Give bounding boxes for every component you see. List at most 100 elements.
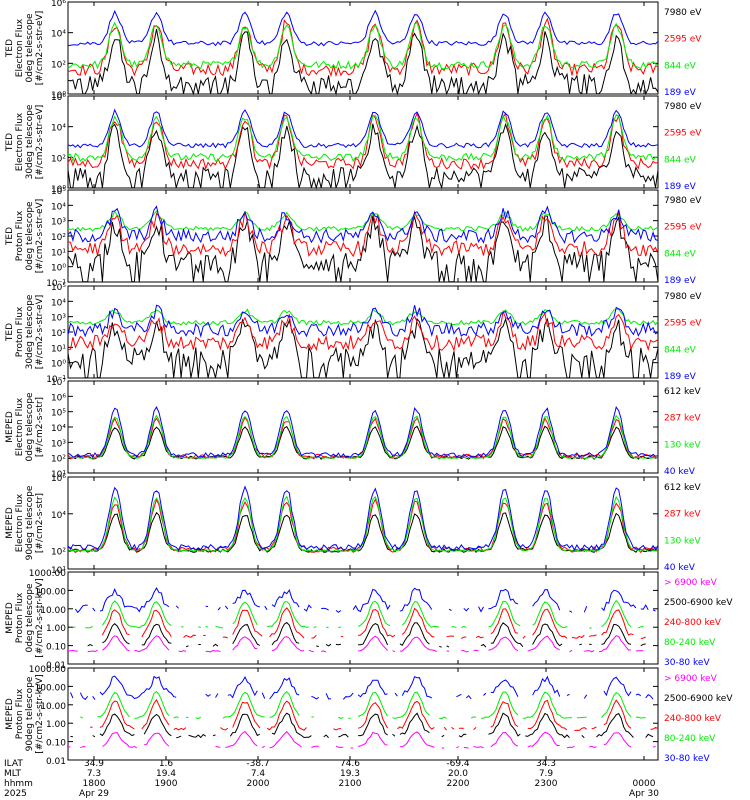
y-tick-label: 10⁷: [51, 378, 66, 388]
time-axis-ilat: -38.7: [246, 759, 269, 769]
series-line-1: [67, 511, 659, 553]
y-tick-label: 10⁴: [51, 424, 66, 434]
plot-frame: [67, 1, 659, 95]
y-tick-label: 100.00: [35, 683, 67, 693]
y-axis-label: 30deg telescope: [25, 104, 35, 179]
time-axis-row-label: 2025: [4, 789, 27, 799]
y-tick-label: 10¹: [51, 344, 66, 354]
time-axis-hhmm: 2200: [447, 779, 470, 789]
series-line-4: [67, 108, 659, 149]
y-axis-label: MEPED: [5, 698, 15, 730]
plot-frame: [67, 95, 659, 189]
time-axis-mlt: 20.0: [448, 769, 468, 779]
series-line-2: [88, 623, 658, 648]
time-axis-hhmm: 2000: [247, 779, 270, 789]
y-axis-label: TED: [5, 133, 15, 152]
legend-entry: 287 keV: [664, 414, 701, 424]
panel-4: 10⁻¹ 10⁰ 10¹ 10² 10³ 10⁴ 10⁵ TED Proton Flux 30de…: [5, 283, 702, 385]
y-tick-label: 10⁵: [51, 283, 66, 293]
legend-entry: 287 keV: [664, 510, 701, 520]
y-axis-label: [#/cm2-s-str-eV]: [35, 105, 45, 180]
time-axis-row-label: MLT: [4, 769, 22, 779]
y-tick-label: 10⁴: [51, 511, 66, 521]
y-axis-label: Electron Flux: [15, 493, 25, 552]
series-line-1: [67, 317, 659, 379]
legend-entry: 240-800 keV: [664, 618, 722, 628]
series-line-5: [74, 586, 656, 614]
y-axis-label: [#/cm2-s-str-eV]: [35, 199, 45, 274]
legend-entry: 7980 eV: [664, 196, 702, 206]
y-axis-label: Proton Flux: [15, 688, 25, 739]
y-tick-label: 10⁴: [51, 202, 66, 212]
y-axis-label: TED: [5, 227, 15, 246]
y-axis-label: MEPED: [5, 602, 15, 634]
y-tick-label: 10⁶: [51, 0, 66, 9]
legend-entry: 2595 eV: [664, 129, 702, 139]
y-axis-label: [#/cm2-s-str-keV]: [35, 674, 45, 753]
y-axis-label: [#/cm2-s-str]: [35, 493, 45, 553]
y-axis-label: Proton Flux: [15, 306, 25, 357]
plot-frame: [67, 285, 659, 379]
series-line-4: [73, 601, 658, 628]
series-line-2: [67, 498, 659, 554]
legend-entry: 2500-6900 keV: [664, 598, 733, 608]
legend-entry: > 6900 keV: [664, 674, 718, 684]
y-tick-label: 10⁶: [51, 393, 66, 403]
series-line-1: [67, 425, 659, 460]
y-axis-label: 0deg telescope: [25, 13, 35, 83]
y-tick-label: 10⁰: [51, 264, 66, 274]
series-line-2: [67, 309, 659, 353]
time-axis-hhmm: 1900: [155, 779, 178, 789]
series-line-1: [67, 730, 656, 749]
time-axis-mlt: 7.4: [251, 769, 266, 779]
legend-entry: 2595 eV: [664, 319, 702, 329]
time-axis-date: Apr 30: [629, 789, 659, 799]
time-axis-hhmm: 0000: [633, 779, 656, 789]
y-tick-label: 1000.00: [29, 665, 66, 675]
time-axis-row-label: ILAT: [4, 759, 23, 769]
panel-7: 0.01 0.10 1.00 10.00 100.00 1000.00 MEPED Proto…: [5, 569, 733, 671]
time-axis-hhmm: 2100: [339, 779, 362, 789]
time-axis-ilat: 34.3: [536, 759, 556, 769]
y-tick-label: 0.10: [46, 643, 66, 653]
time-axis-mlt: 19.4: [156, 769, 176, 779]
legend-entry: 844 eV: [664, 155, 697, 165]
legend-entry: 2500-6900 keV: [664, 694, 733, 704]
plot-frame: [67, 667, 659, 761]
y-tick-label: 10²: [51, 154, 66, 164]
time-axis-ilat: -69.4: [446, 759, 470, 769]
y-tick-label: 10.00: [40, 702, 66, 712]
panel-1: 10⁰ 10² 10⁴ 10⁶ TED Electron Flux 0deg telesco…: [5, 0, 702, 101]
y-tick-label: 10⁰: [51, 185, 66, 195]
legend-entry: 80-240 keV: [664, 638, 716, 648]
time-axis-mlt: 19.3: [340, 769, 360, 779]
y-tick-label: 10⁶: [51, 474, 66, 484]
series-line-3: [102, 608, 658, 639]
legend-entry: 844 eV: [664, 249, 697, 259]
y-tick-label: 10.00: [40, 606, 66, 616]
y-tick-label: 10²: [51, 548, 66, 558]
y-axis-label: [#/cm2-s-str-keV]: [35, 578, 45, 657]
y-tick-label: 1000.00: [29, 569, 66, 579]
y-axis-label: Proton Flux: [15, 210, 25, 261]
series-line-3: [67, 210, 659, 232]
series-line-4: [80, 692, 658, 719]
legend-entry: 844 eV: [664, 345, 697, 355]
series-line-4: [67, 485, 659, 551]
legend-entry: 612 keV: [664, 387, 701, 397]
legend-entry: 240-800 keV: [664, 714, 722, 724]
panel-8: 0.01 0.10 1.00 10.00 100.00 1000.00 MEPED Proto…: [5, 665, 733, 767]
time-axis-ilat: 1.6: [159, 759, 174, 769]
series-line-4: [67, 9, 659, 47]
y-tick-label: 0.10: [46, 739, 66, 749]
y-axis-label: 90deg telescope: [25, 485, 35, 560]
series-line-2: [67, 111, 659, 170]
y-axis-label: 0deg telescope: [25, 583, 35, 653]
y-tick-label: 10⁵: [51, 409, 66, 419]
legend-entry: 2595 eV: [664, 35, 702, 45]
series-line-2: [67, 209, 659, 258]
y-axis-label: 0deg telescope: [25, 201, 35, 271]
series-line-1: [67, 29, 659, 96]
series-line-3: [67, 113, 659, 163]
